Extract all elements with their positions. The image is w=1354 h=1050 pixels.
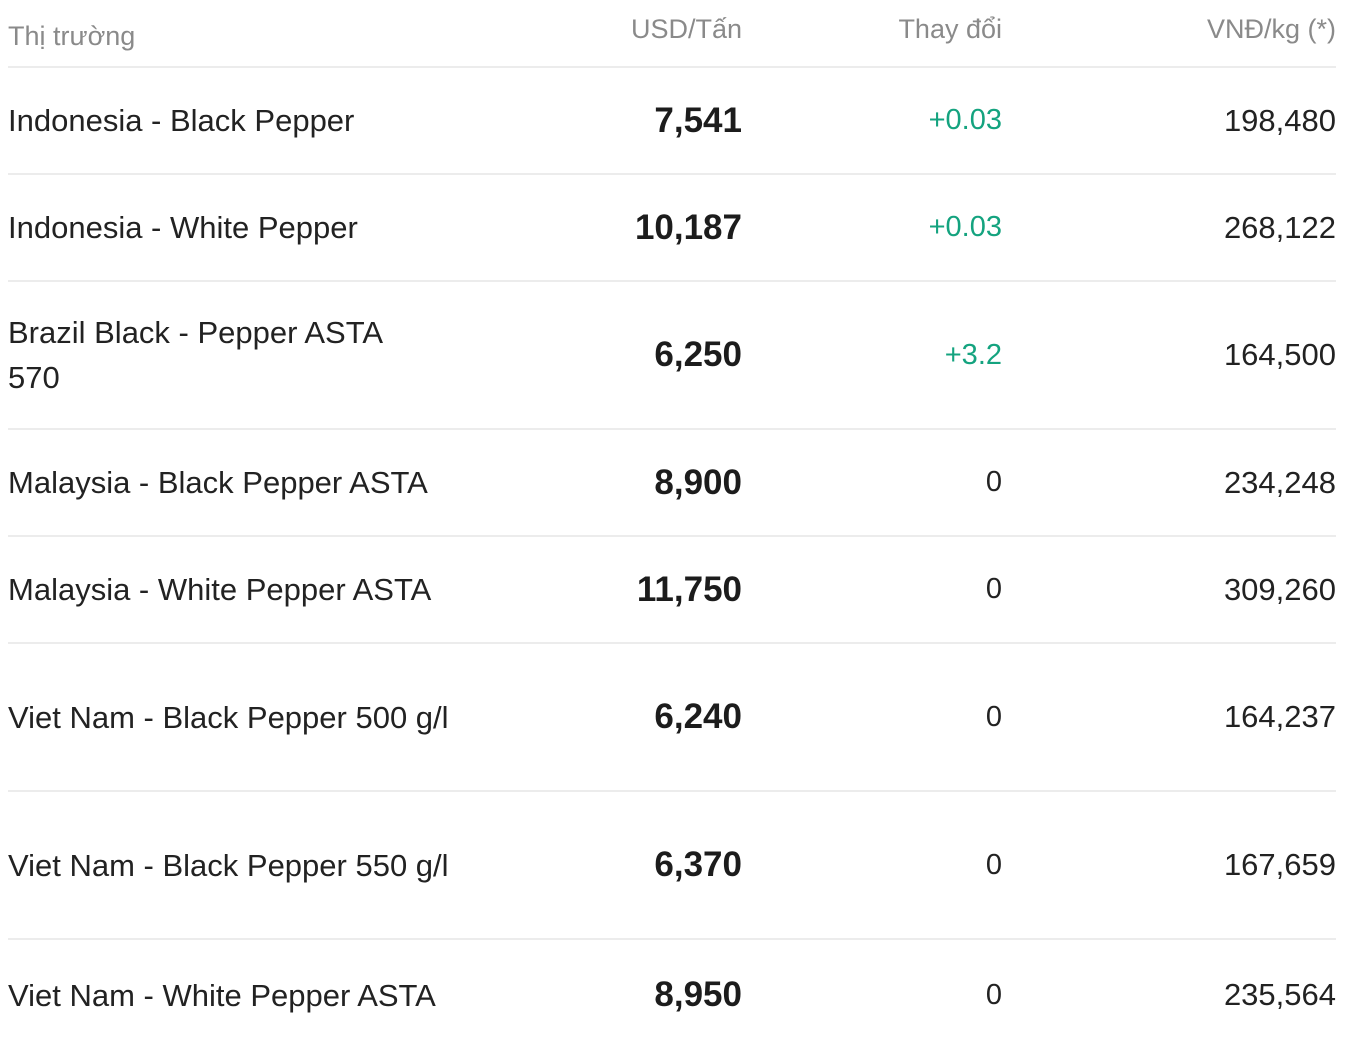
price-change: +3.2 [944, 338, 1002, 371]
vnd-price: 235,564 [1223, 977, 1336, 1012]
header-market: Thị trường [8, 21, 136, 51]
pepper-price-table: Thị trường USD/Tấn Thay đổi VNĐ/kg (*) I… [8, 0, 1336, 1050]
vnd-price: 268,122 [1223, 209, 1336, 245]
market-name: Malaysia - Black Pepper ASTA [8, 465, 428, 500]
table-header: Thị trường USD/Tấn Thay đổi VNĐ/kg (*) [8, 0, 1336, 68]
price-change: 0 [985, 700, 1002, 733]
price-change: +0.03 [928, 104, 1002, 136]
market-name: Malaysia - White Pepper ASTA [8, 572, 432, 607]
vnd-price: 198,480 [1223, 102, 1336, 138]
vnd-price: 309,260 [1223, 571, 1336, 607]
usd-price: 8,900 [654, 462, 742, 502]
market-name: Indonesia - Black Pepper [8, 103, 355, 138]
table-row: Viet Nam - Black Pepper 550 g/l 6,370 0 … [8, 792, 1336, 940]
usd-price: 11,750 [636, 569, 742, 609]
price-change: 0 [985, 978, 1002, 1011]
usd-price: 6,240 [654, 697, 742, 736]
market-name: Indonesia - White Pepper [8, 210, 358, 245]
vnd-price: 164,237 [1223, 699, 1336, 734]
table-row: Viet Nam - Black Pepper 500 g/l 6,240 0 … [8, 644, 1336, 792]
table-row: Brazil Black - Pepper ASTA 570 6,250 +3.… [8, 282, 1336, 430]
vnd-price: 167,659 [1223, 847, 1336, 882]
market-name: Viet Nam - White Pepper ASTA [8, 977, 436, 1013]
header-vnd-per-kg: VNĐ/kg (*) [1206, 14, 1336, 44]
market-name: Viet Nam - Black Pepper 500 g/l [8, 699, 449, 735]
table-row: Malaysia - White Pepper ASTA 11,750 0 30… [8, 537, 1336, 644]
market-name: Viet Nam - Black Pepper 550 g/l [8, 847, 449, 883]
table-row: Indonesia - White Pepper 10,187 +0.03 26… [8, 175, 1336, 282]
table-row: Malaysia - Black Pepper ASTA 8,900 0 234… [8, 430, 1336, 537]
usd-price: 6,250 [654, 335, 742, 374]
usd-price: 8,950 [654, 975, 742, 1014]
usd-price: 6,370 [654, 845, 742, 884]
price-change: +0.03 [928, 211, 1002, 243]
vnd-price: 164,500 [1223, 337, 1336, 372]
table-row: Indonesia - Black Pepper 7,541 +0.03 198… [8, 68, 1336, 175]
price-change: 0 [985, 466, 1002, 498]
header-usd-per-ton: USD/Tấn [630, 14, 742, 44]
price-change: 0 [985, 573, 1002, 605]
header-change: Thay đổi [898, 14, 1002, 44]
usd-price: 10,187 [634, 207, 742, 247]
vnd-price: 234,248 [1223, 464, 1336, 500]
usd-price: 7,541 [654, 100, 742, 140]
table-row: Viet Nam - White Pepper ASTA 8,950 0 235… [8, 940, 1336, 1050]
market-name: Brazil Black - Pepper ASTA 570 [8, 315, 382, 395]
price-change: 0 [985, 848, 1002, 881]
